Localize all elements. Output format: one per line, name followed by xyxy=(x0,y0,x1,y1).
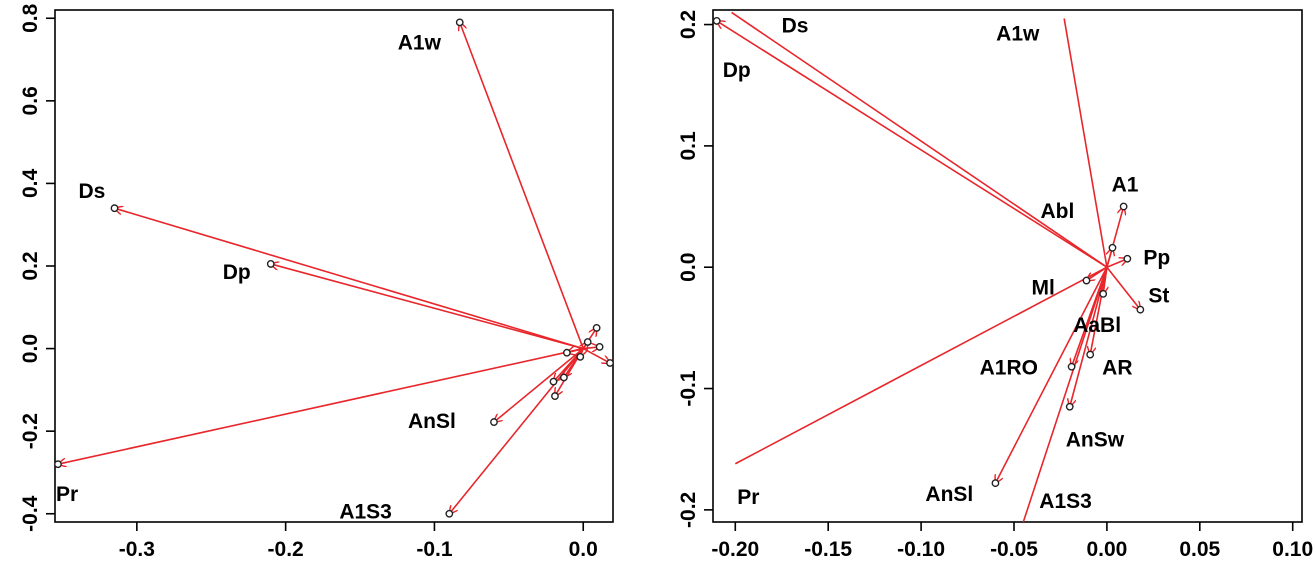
y-tick-label: -0.2 xyxy=(19,413,42,449)
plot-frame xyxy=(712,9,1303,523)
y-tick-label: 0.4 xyxy=(19,169,42,199)
data-point xyxy=(455,18,464,27)
data-point xyxy=(576,352,585,361)
plot-frame xyxy=(54,9,614,523)
loading-line xyxy=(731,11,1108,268)
loading-arrow xyxy=(1072,266,1108,366)
point-label: Abl xyxy=(1040,200,1074,223)
y-tick-label: 0.6 xyxy=(19,86,42,115)
y-tick-label: -0.4 xyxy=(19,495,42,532)
y-tick-label: 0.2 xyxy=(677,10,700,39)
point-label: AnSw xyxy=(1066,429,1125,452)
data-point xyxy=(1065,402,1074,411)
x-tick-label: 0.05 xyxy=(1179,538,1220,561)
x-tick-label: 0.00 xyxy=(1086,538,1127,561)
loading-arrow xyxy=(717,21,1108,268)
point-label: A1S3 xyxy=(339,501,392,524)
y-tick-label: 0.0 xyxy=(19,334,42,363)
point-label: Pp xyxy=(1143,247,1170,270)
loading-line xyxy=(734,266,1108,465)
data-point xyxy=(551,392,559,400)
data-point xyxy=(1119,202,1128,211)
data-point xyxy=(562,348,571,357)
x-tick-label: -0.2 xyxy=(268,538,304,561)
data-point xyxy=(549,377,558,386)
loading-arrow xyxy=(582,347,610,363)
x-tick-label: -0.05 xyxy=(990,538,1038,561)
point-label: Ds xyxy=(782,14,809,37)
loading-line xyxy=(1063,18,1108,268)
data-point xyxy=(54,460,62,469)
data-point xyxy=(1067,362,1076,371)
x-tick-label: -0.3 xyxy=(119,538,155,561)
point-label: Ml xyxy=(1031,277,1054,300)
data-point xyxy=(559,373,568,382)
data-point xyxy=(1086,350,1095,359)
y-tick-label: -0.1 xyxy=(677,370,700,407)
point-label: A1RO xyxy=(980,357,1038,380)
point-label: Ds xyxy=(79,180,106,203)
loading-arrow xyxy=(58,347,584,465)
x-tick-label: -0.1 xyxy=(416,538,453,561)
data-point xyxy=(110,204,119,213)
point-label: Dp xyxy=(723,59,751,82)
point-label: AnSl xyxy=(408,410,456,433)
x-tick-label: 0.10 xyxy=(1272,538,1313,561)
data-point xyxy=(1099,290,1108,298)
point-label: St xyxy=(1148,285,1169,308)
loading-arrow xyxy=(995,266,1108,483)
data-point xyxy=(445,509,454,518)
loading-arrow xyxy=(460,22,584,349)
data-point xyxy=(595,343,604,351)
point-label: Pr xyxy=(56,483,78,506)
data-point xyxy=(1082,276,1091,285)
y-tick-label: 0.8 xyxy=(19,3,42,33)
loading-arrow xyxy=(1086,266,1108,280)
loading-arrow xyxy=(115,208,584,350)
data-point xyxy=(592,324,601,332)
loading-arrow xyxy=(271,264,584,350)
point-label: A1w xyxy=(996,22,1040,45)
left-biplot-panel: -0.3 -0.2 -0.1 0.0 -0.4 -0.2 0.0 0.2 0.4 0.6 0.8 A1… xyxy=(19,3,614,561)
loading-line xyxy=(1022,266,1108,523)
x-tick-label: 0.0 xyxy=(569,538,598,561)
point-label: A1 xyxy=(1112,174,1139,197)
y-tick-label: -0.2 xyxy=(677,492,700,528)
x-tick-label: -0.10 xyxy=(897,538,945,561)
data-point xyxy=(1108,243,1117,252)
data-point xyxy=(1123,254,1132,263)
right-biplot-panel: -0.20 -0.15 -0.10 -0.05 0.00 0.05 0.10 -0.2 -0.1… xyxy=(677,9,1313,561)
data-point xyxy=(583,338,592,346)
loading-arrow xyxy=(494,347,584,422)
x-tick-label: -0.20 xyxy=(711,538,759,561)
data-point xyxy=(712,17,721,25)
y-tick-label: 0.1 xyxy=(677,131,700,161)
data-point xyxy=(1136,305,1145,314)
data-point xyxy=(606,359,614,367)
data-point xyxy=(266,260,275,268)
point-label: A1w xyxy=(398,31,442,54)
loading-arrow xyxy=(1106,266,1140,309)
point-label: A1S3 xyxy=(1039,490,1092,513)
point-label: AnSl xyxy=(925,483,973,506)
loading-arrow xyxy=(1070,267,1108,407)
point-label: Dp xyxy=(223,261,251,284)
data-point xyxy=(991,479,1000,488)
point-label: AaBl xyxy=(1073,314,1121,337)
point-label: AR xyxy=(1102,357,1132,380)
y-tick-label: 0.2 xyxy=(19,251,42,280)
data-point xyxy=(490,418,498,426)
loading-arrow xyxy=(1090,267,1108,354)
x-tick-label: -0.15 xyxy=(804,538,852,561)
point-label: Pr xyxy=(737,486,759,509)
y-tick-label: 0.0 xyxy=(677,253,700,282)
